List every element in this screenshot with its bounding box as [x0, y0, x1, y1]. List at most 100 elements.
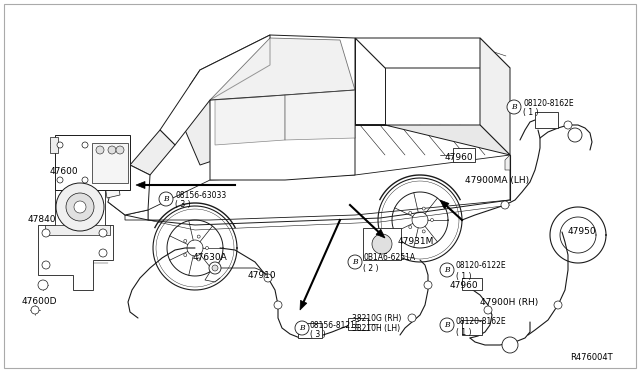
Text: 47600D: 47600D — [22, 298, 58, 307]
Circle shape — [159, 192, 173, 206]
Text: ( 3 ): ( 3 ) — [310, 330, 326, 340]
Polygon shape — [453, 148, 475, 162]
Text: 47950: 47950 — [568, 228, 596, 237]
Polygon shape — [210, 38, 355, 100]
Polygon shape — [55, 135, 130, 190]
Circle shape — [409, 225, 412, 228]
Polygon shape — [505, 155, 510, 170]
Polygon shape — [130, 130, 175, 175]
Circle shape — [42, 229, 50, 237]
Polygon shape — [105, 182, 120, 198]
Text: 47840: 47840 — [28, 215, 56, 224]
Circle shape — [38, 280, 48, 290]
Text: 38210H (LH): 38210H (LH) — [352, 324, 400, 333]
Circle shape — [501, 201, 509, 209]
Circle shape — [184, 254, 187, 257]
Circle shape — [74, 201, 86, 213]
Text: 47630A: 47630A — [193, 253, 228, 263]
Circle shape — [197, 235, 200, 238]
Circle shape — [57, 142, 63, 148]
Circle shape — [564, 121, 572, 129]
Circle shape — [424, 281, 432, 289]
Circle shape — [440, 263, 454, 277]
Polygon shape — [185, 70, 215, 165]
Circle shape — [502, 337, 518, 353]
Text: B: B — [299, 324, 305, 332]
Text: B: B — [352, 258, 358, 266]
Circle shape — [212, 265, 218, 271]
Polygon shape — [136, 182, 145, 189]
Polygon shape — [376, 229, 385, 238]
Circle shape — [197, 258, 200, 261]
Polygon shape — [355, 38, 385, 125]
Circle shape — [108, 146, 116, 154]
Circle shape — [66, 193, 94, 221]
Text: 08120-6122E: 08120-6122E — [456, 262, 507, 270]
Polygon shape — [355, 125, 510, 155]
Text: R476004T: R476004T — [570, 353, 612, 362]
Circle shape — [431, 218, 433, 221]
Circle shape — [295, 321, 309, 335]
Polygon shape — [462, 278, 482, 290]
Text: 08156-8121E: 08156-8121E — [310, 321, 360, 330]
Circle shape — [348, 255, 362, 269]
Text: 08156-63033: 08156-63033 — [175, 192, 227, 201]
Text: 47960: 47960 — [445, 154, 474, 163]
Text: ( 1 ): ( 1 ) — [523, 109, 538, 118]
Circle shape — [56, 183, 104, 231]
Polygon shape — [480, 38, 510, 155]
Polygon shape — [125, 210, 148, 220]
Circle shape — [568, 128, 582, 142]
Circle shape — [209, 262, 221, 274]
Polygon shape — [535, 112, 558, 128]
Text: 0B1A6-6251A: 0B1A6-6251A — [363, 253, 415, 263]
Polygon shape — [355, 38, 510, 68]
Text: 47910: 47910 — [248, 270, 276, 279]
Polygon shape — [45, 225, 110, 235]
Polygon shape — [462, 320, 482, 335]
Polygon shape — [215, 95, 285, 145]
Polygon shape — [200, 35, 355, 100]
Circle shape — [57, 177, 63, 183]
Circle shape — [422, 207, 425, 210]
Circle shape — [422, 230, 425, 233]
Polygon shape — [50, 137, 58, 153]
Polygon shape — [363, 228, 401, 260]
Polygon shape — [55, 190, 105, 230]
Text: ( 1 ): ( 1 ) — [456, 327, 472, 337]
Polygon shape — [38, 225, 113, 290]
Circle shape — [96, 146, 104, 154]
Circle shape — [99, 249, 107, 257]
Text: 47960: 47960 — [450, 280, 479, 289]
Text: B: B — [444, 266, 450, 274]
Text: B: B — [444, 321, 450, 329]
Text: 47900H (RH): 47900H (RH) — [480, 298, 538, 307]
Circle shape — [82, 142, 88, 148]
Text: 47900MA (LH): 47900MA (LH) — [465, 176, 529, 185]
Circle shape — [99, 229, 107, 237]
Circle shape — [554, 301, 562, 309]
Polygon shape — [210, 90, 355, 180]
Circle shape — [409, 211, 412, 214]
Circle shape — [42, 261, 50, 269]
Text: B: B — [511, 103, 517, 111]
Circle shape — [31, 306, 39, 314]
Text: 08120-8162E: 08120-8162E — [456, 317, 507, 327]
Circle shape — [408, 314, 416, 322]
Circle shape — [484, 306, 492, 314]
Text: 08120-8162E: 08120-8162E — [523, 99, 573, 108]
Text: ( 2 ): ( 2 ) — [363, 263, 378, 273]
Polygon shape — [348, 318, 368, 330]
Text: 47931M: 47931M — [398, 237, 435, 247]
Polygon shape — [108, 165, 150, 215]
Polygon shape — [160, 35, 270, 145]
Circle shape — [82, 177, 88, 183]
Polygon shape — [148, 155, 510, 220]
Text: ( 3 ): ( 3 ) — [175, 201, 191, 209]
Polygon shape — [300, 300, 307, 310]
Circle shape — [274, 301, 282, 309]
Polygon shape — [298, 323, 322, 338]
Text: ( 1 ): ( 1 ) — [456, 272, 472, 280]
Text: B: B — [163, 195, 169, 203]
Circle shape — [184, 240, 187, 243]
